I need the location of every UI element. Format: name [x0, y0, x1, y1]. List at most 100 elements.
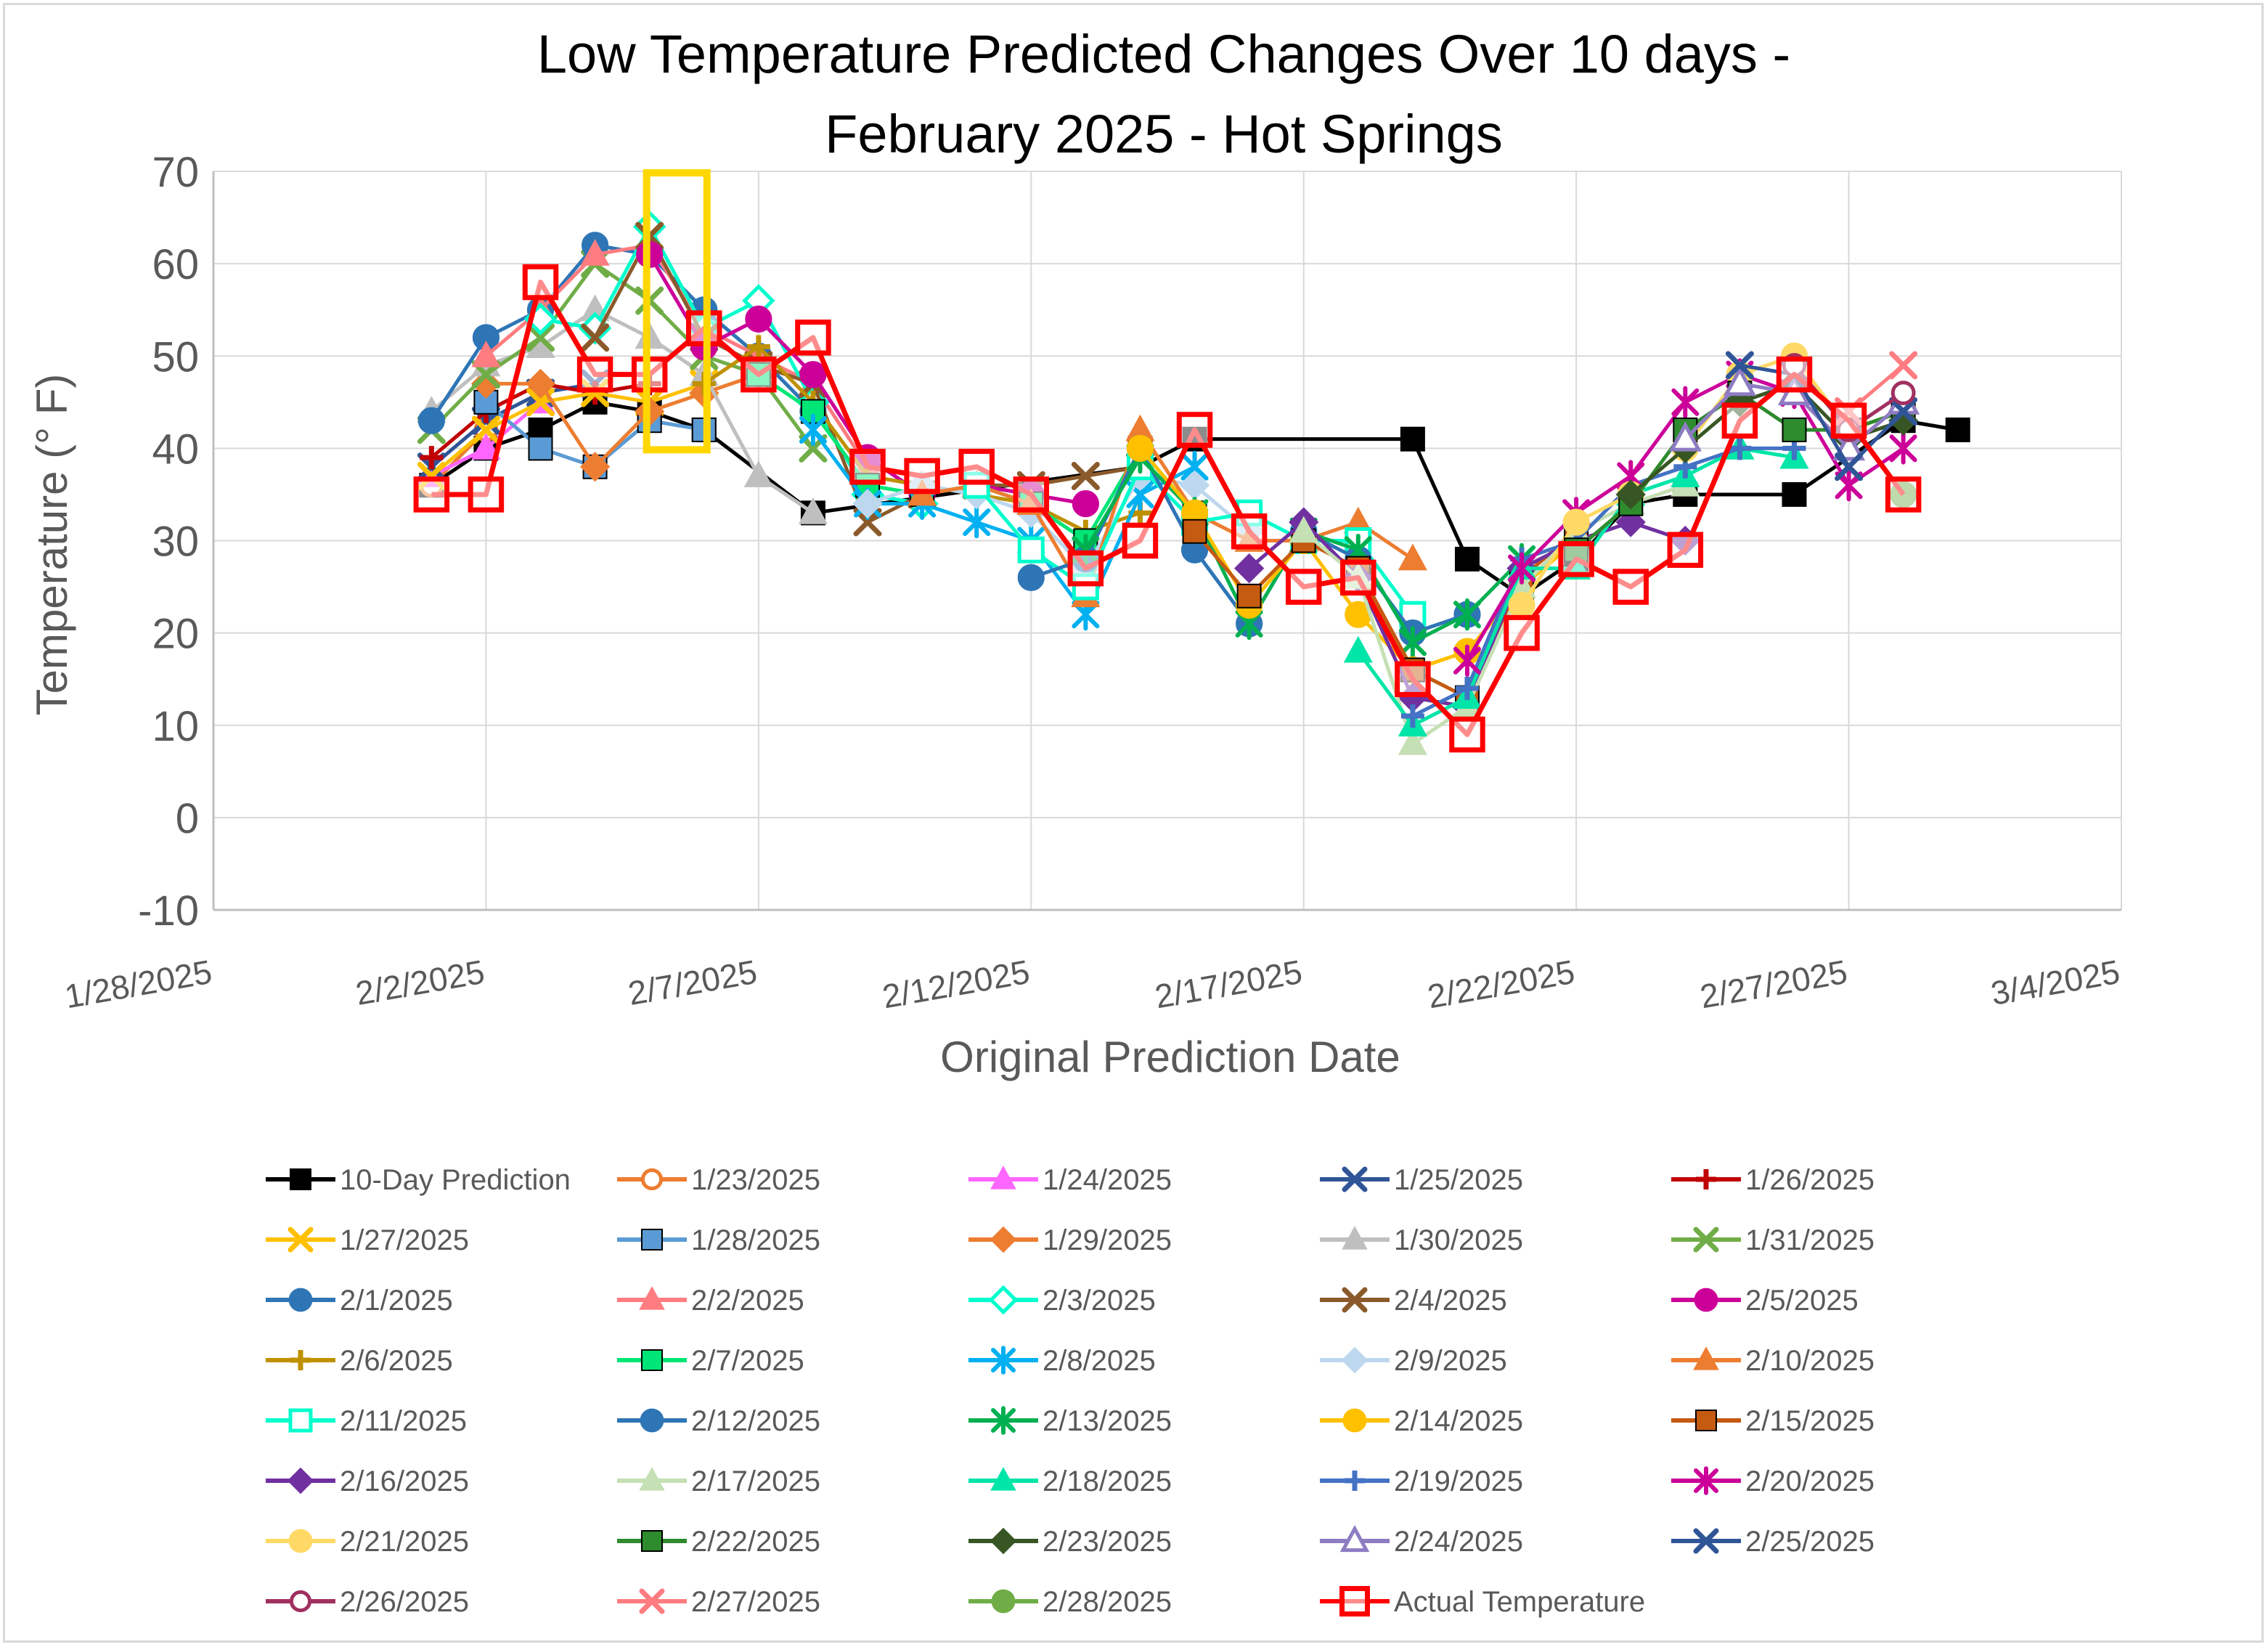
- legend-label: 2/11/2025: [340, 1405, 467, 1437]
- legend-label: 2/19/2025: [1394, 1465, 1523, 1497]
- data-point: [1782, 417, 1807, 442]
- legend-entry-2-27-2025: 2/27/2025: [617, 1586, 820, 1618]
- legend-label: 2/17/2025: [691, 1465, 820, 1497]
- legend-entry-10-day-prediction: 10-Day Prediction: [266, 1164, 571, 1196]
- data-point: [1562, 508, 1590, 536]
- legend-marker: [639, 1286, 665, 1310]
- data-point: [1398, 543, 1427, 571]
- legend-label: 1/25/2025: [1394, 1164, 1523, 1196]
- legend-entry-1-24-2025: 1/24/2025: [968, 1164, 1172, 1196]
- legend-marker: [290, 1168, 311, 1190]
- legend-entry-2-14-2025: 2/14/2025: [1320, 1405, 1523, 1437]
- x-tick-label: 2/12/2025: [879, 953, 1032, 1016]
- legend-marker: [1339, 1586, 1370, 1616]
- data-point: [1615, 507, 1646, 537]
- legend-entry-1-25-2025: 1/25/2025: [1320, 1164, 1523, 1196]
- data-point: [1398, 626, 1427, 659]
- legend-label: 2/14/2025: [1394, 1405, 1523, 1437]
- legend-entry-actual-temperature: Actual Temperature: [1320, 1586, 1645, 1618]
- data-point: [1885, 476, 1922, 513]
- legend-label: 1/23/2025: [691, 1164, 820, 1196]
- data-point: [1725, 351, 1754, 380]
- legend-label: 2/10/2025: [1745, 1345, 1875, 1377]
- data-point: [1508, 591, 1535, 619]
- data-point: [1889, 397, 1918, 426]
- highlight-box: [643, 169, 711, 454]
- legend-entry-1-31-2025: 1/31/2025: [1671, 1224, 1875, 1256]
- data-point: [1667, 532, 1704, 568]
- data-point: [1176, 412, 1213, 448]
- legend-marker: [1342, 1166, 1368, 1192]
- data-point: [1835, 452, 1864, 481]
- data-point: [1671, 386, 1700, 419]
- legend-entry-2-26-2025: 2/26/2025: [266, 1586, 469, 1618]
- legend-label: 2/26/2025: [340, 1586, 469, 1618]
- legend-label: 1/26/2025: [1745, 1164, 1875, 1196]
- chart-frame: [3, 3, 2264, 1643]
- legend-entry-2-18-2025: 2/18/2025: [968, 1465, 1172, 1497]
- legend-entry-2-1-2025: 2/1/2025: [266, 1285, 453, 1317]
- data-point: [743, 460, 773, 487]
- data-point: [1285, 569, 1322, 605]
- data-point: [1612, 569, 1649, 605]
- legend-entry-2-9-2025: 2/9/2025: [1320, 1345, 1507, 1377]
- data-point: [1122, 522, 1159, 559]
- y-tick-label: 60: [152, 241, 199, 288]
- data-point: [1945, 417, 1970, 442]
- legend-label: 2/22/2025: [691, 1526, 820, 1558]
- legend-label: 2/3/2025: [1043, 1285, 1156, 1317]
- data-point: [1504, 614, 1540, 651]
- y-tick-label: 30: [152, 518, 199, 566]
- data-point: [1889, 432, 1917, 465]
- legend-marker: [1342, 1287, 1368, 1313]
- legend-marker: [1694, 1466, 1718, 1495]
- legend-marker: [641, 1530, 663, 1552]
- legend-label: 2/12/2025: [691, 1405, 820, 1437]
- data-point: [1723, 365, 1757, 396]
- legend-marker: [288, 1408, 313, 1433]
- data-point: [1013, 476, 1050, 513]
- legend-label: 1/28/2025: [691, 1224, 820, 1256]
- data-point: [522, 264, 559, 301]
- legend-marker: [1341, 1346, 1368, 1374]
- legend: 10-Day Prediction 1/23/2025 1/24/2025 1/25/…: [266, 1164, 1875, 1618]
- data-point: [1454, 546, 1480, 572]
- data-point: [1340, 559, 1376, 596]
- legend-entry-2-12-2025: 2/12/2025: [617, 1405, 820, 1437]
- data-point: [1782, 481, 1807, 507]
- y-tick-label: 10: [152, 703, 199, 750]
- data-point: [1182, 518, 1207, 544]
- legend-entry-2-8-2025: 2/8/2025: [968, 1345, 1156, 1377]
- legend-label: 2/4/2025: [1394, 1285, 1507, 1317]
- data-point: [1395, 661, 1431, 697]
- chart-title-line-2: February 2025 - Hot Springs: [825, 104, 1503, 164]
- legend-entry-1-30-2025: 1/30/2025: [1320, 1224, 1523, 1256]
- legend-label: 2/9/2025: [1394, 1345, 1507, 1377]
- legend-entry-1-26-2025: 1/26/2025: [1671, 1164, 1875, 1196]
- x-tick-label: 2/22/2025: [1424, 953, 1578, 1016]
- legend-entry-2-4-2025: 2/4/2025: [1320, 1285, 1507, 1317]
- data-point: [904, 458, 940, 495]
- legend-label: 2/13/2025: [1043, 1405, 1172, 1437]
- data-point: [1126, 434, 1154, 462]
- data-point: [799, 413, 827, 447]
- legend-entry-2-7-2025: 2/7/2025: [617, 1345, 804, 1377]
- legend-label: 1/29/2025: [1043, 1224, 1172, 1256]
- data-point: [1231, 513, 1268, 550]
- data-point: [1017, 536, 1045, 564]
- data-point: [741, 356, 777, 393]
- y-tick-label: 50: [152, 333, 199, 381]
- legend-marker: [639, 1467, 665, 1491]
- legend-marker: [1342, 1408, 1367, 1433]
- data-point: [1721, 402, 1758, 439]
- legend-label: 2/18/2025: [1043, 1465, 1172, 1497]
- series-2-24-2025: [1668, 365, 1920, 461]
- legend-marker: [990, 1527, 1017, 1555]
- legend-label: 2/16/2025: [340, 1465, 469, 1497]
- data-point: [1289, 516, 1318, 543]
- legend-label: 2/5/2025: [1745, 1285, 1859, 1317]
- data-point: [1449, 716, 1485, 753]
- legend-entry-2-3-2025: 2/3/2025: [968, 1285, 1156, 1317]
- data-point: [417, 407, 445, 434]
- data-point: [471, 433, 501, 460]
